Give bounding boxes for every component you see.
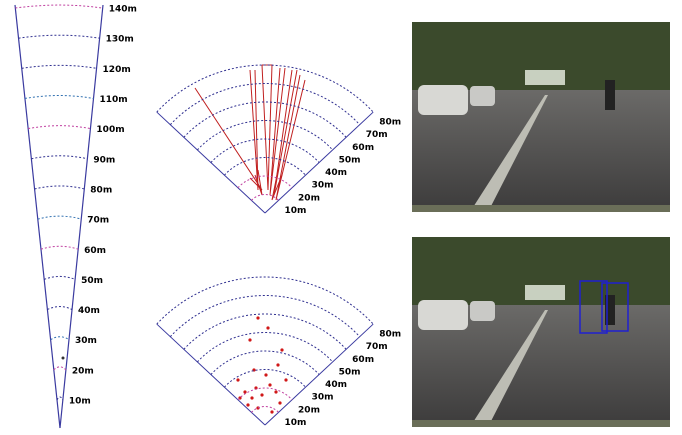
camera-image-bottom [412,237,670,427]
range-arc [35,186,85,189]
range-label: 140m [109,5,137,15]
range-label: 70m [366,342,388,352]
range-arc [170,295,359,336]
range-label: 120m [103,65,131,75]
range-label: 110m [99,95,127,105]
range-arc [238,176,292,188]
range-arc [238,388,292,400]
page: 10m 20m 30m 40m 50m 60m 70m 80m 90m 100m 110m 120m 1… [0,0,682,435]
laser-sector-bottom: 10m 20m 30m 40m 50m 60m 70m 80m [157,277,401,428]
range-label: 60m [84,246,106,256]
range-label: 50m [81,276,103,286]
range-label: 80m [379,330,401,340]
range-label: 50m [339,367,361,377]
range-arc [211,139,319,163]
range-label: 30m [312,181,334,191]
range-label: 60m [352,143,374,153]
range-label: 40m [325,380,347,390]
range-label: 10m [69,397,91,407]
range-label: 30m [75,336,97,346]
range-label: 40m [78,306,100,316]
laser-points [236,316,287,413]
range-arc [251,407,278,413]
range-label: 20m [298,193,320,203]
range-label: 60m [352,355,374,365]
range-arc [28,126,90,129]
camera-image-top [412,22,670,212]
radar-target [62,357,65,360]
range-label: 40m [325,168,347,178]
range-label: 20m [298,405,320,415]
range-label: 30m [312,393,334,403]
range-arc [157,65,373,112]
range-arc [38,216,81,219]
range-arc [184,314,346,349]
range-arc [157,277,373,324]
range-label: 130m [106,35,134,45]
range-arc [41,246,78,249]
range-arc [51,337,69,340]
range-label: 70m [87,216,109,226]
range-label: 100m [96,125,124,135]
laser-sector-top: 10m 20m 30m 40m 50m 60m 70m 80m [157,65,401,216]
range-arc [22,65,97,68]
range-arc [224,158,305,176]
range-arc [19,35,100,38]
range-arc [224,370,305,388]
range-arc [31,156,87,159]
range-label: 20m [72,366,94,376]
range-arc [57,397,63,400]
radar-cone: 10m 20m 30m 40m 50m 60m 70m 80m 90m 100m 110m 120m 1… [15,5,137,428]
range-arc [251,195,278,201]
range-label: 10m [285,206,307,216]
range-label: 80m [90,185,112,195]
range-label: 50m [339,155,361,165]
range-label: 80m [379,118,401,128]
range-arc [25,96,94,99]
range-arc [15,5,102,8]
range-arc [47,307,72,310]
range-arc [197,333,332,362]
range-label: 70m [366,130,388,140]
figure: 10m 20m 30m 40m 50m 60m 70m 80m 90m 100m 110m 120m 1… [0,0,682,435]
range-arc [54,367,66,370]
range-label: 90m [93,155,115,165]
range-label: 10m [285,418,307,428]
range-arc [44,276,75,279]
range-arc [211,351,319,375]
